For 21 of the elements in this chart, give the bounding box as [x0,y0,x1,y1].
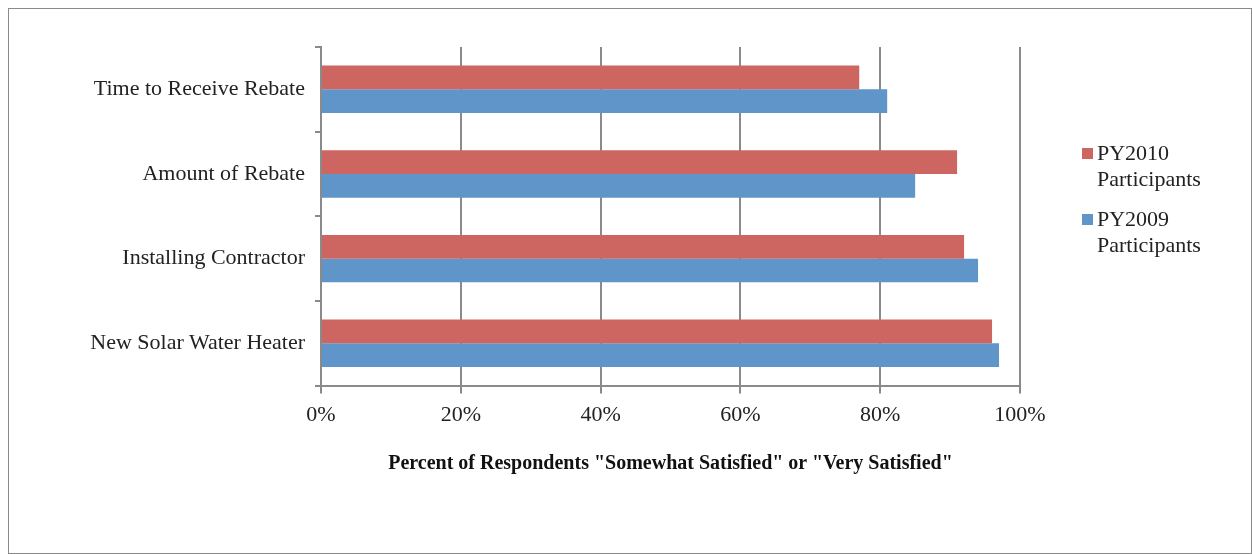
bar [322,89,888,114]
bar [322,319,993,344]
y-tick-label: Installing Contractor [122,244,306,270]
bar [322,150,958,174]
bar [322,65,860,90]
bar [322,343,1000,367]
bar [322,234,965,259]
bar [322,173,916,198]
x-tick-label: 40% [580,400,621,426]
x-axis-title: Percent of Respondents "Somewhat Satisfied" or "Very Satisfied" [388,451,953,475]
x-tick-label: 60% [720,400,761,426]
bar [322,258,979,283]
y-tick-label: Time to Receive Rebate [93,75,305,101]
x-tick-label: 100% [994,400,1046,426]
x-tick-label: 20% [440,400,481,426]
legend-label: PY2010 Participants [1097,140,1202,192]
y-tick-label: Amount of Rebate [142,159,305,185]
legend-label: PY2009 Participants [1097,206,1202,258]
x-tick-label: 0% [306,400,336,426]
x-tick-label: 80% [860,400,901,426]
y-tick-label: New Solar Water Heater [90,329,306,355]
